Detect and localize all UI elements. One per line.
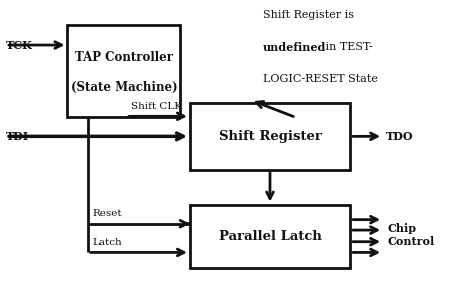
Text: Latch: Latch — [92, 238, 122, 247]
Text: LOGIC-RESET State: LOGIC-RESET State — [263, 74, 378, 84]
Text: TCK: TCK — [6, 40, 33, 50]
Text: TAP Controller: TAP Controller — [75, 51, 173, 64]
Text: undefined: undefined — [263, 42, 326, 53]
Text: Parallel Latch: Parallel Latch — [219, 230, 321, 243]
Text: (State Machine): (State Machine) — [71, 81, 177, 94]
Text: Shift Register: Shift Register — [219, 130, 321, 143]
Text: Shift Register is: Shift Register is — [263, 10, 354, 20]
Bar — [190, 205, 350, 268]
Text: TDI: TDI — [6, 131, 29, 142]
Bar — [190, 103, 350, 170]
Text: in TEST-: in TEST- — [322, 42, 373, 52]
Text: Reset: Reset — [92, 209, 122, 218]
Text: TDO: TDO — [385, 131, 413, 142]
Bar — [67, 25, 181, 117]
Text: Chip
Control: Chip Control — [388, 223, 435, 247]
Text: Shift CLK: Shift CLK — [131, 101, 182, 110]
